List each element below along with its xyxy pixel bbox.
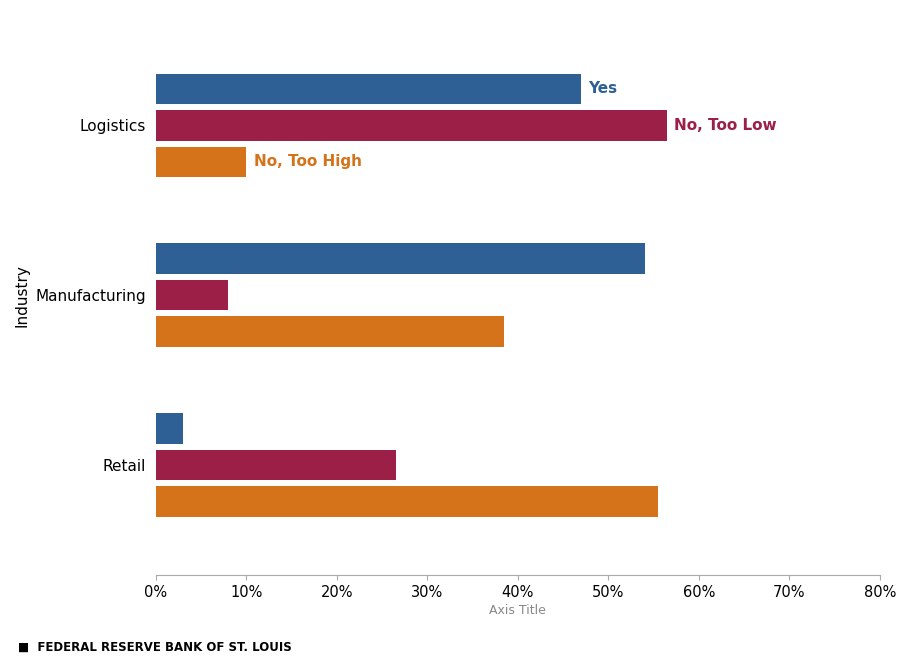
X-axis label: Axis Title: Axis Title — [489, 604, 547, 617]
Bar — [156, 486, 658, 517]
Text: No, Too High: No, Too High — [253, 154, 362, 169]
Text: No, Too Low: No, Too Low — [674, 118, 777, 133]
Bar — [156, 316, 505, 347]
Y-axis label: Industry: Industry — [15, 263, 30, 326]
Bar — [156, 413, 183, 444]
Bar — [156, 146, 246, 177]
Text: ■  FEDERAL RESERVE BANK OF ST. LOUIS: ■ FEDERAL RESERVE BANK OF ST. LOUIS — [18, 641, 292, 654]
Bar — [156, 244, 645, 274]
Bar — [156, 73, 581, 104]
Bar — [156, 280, 229, 310]
Bar — [156, 110, 667, 140]
Text: Yes: Yes — [589, 81, 618, 97]
Bar — [156, 449, 395, 480]
